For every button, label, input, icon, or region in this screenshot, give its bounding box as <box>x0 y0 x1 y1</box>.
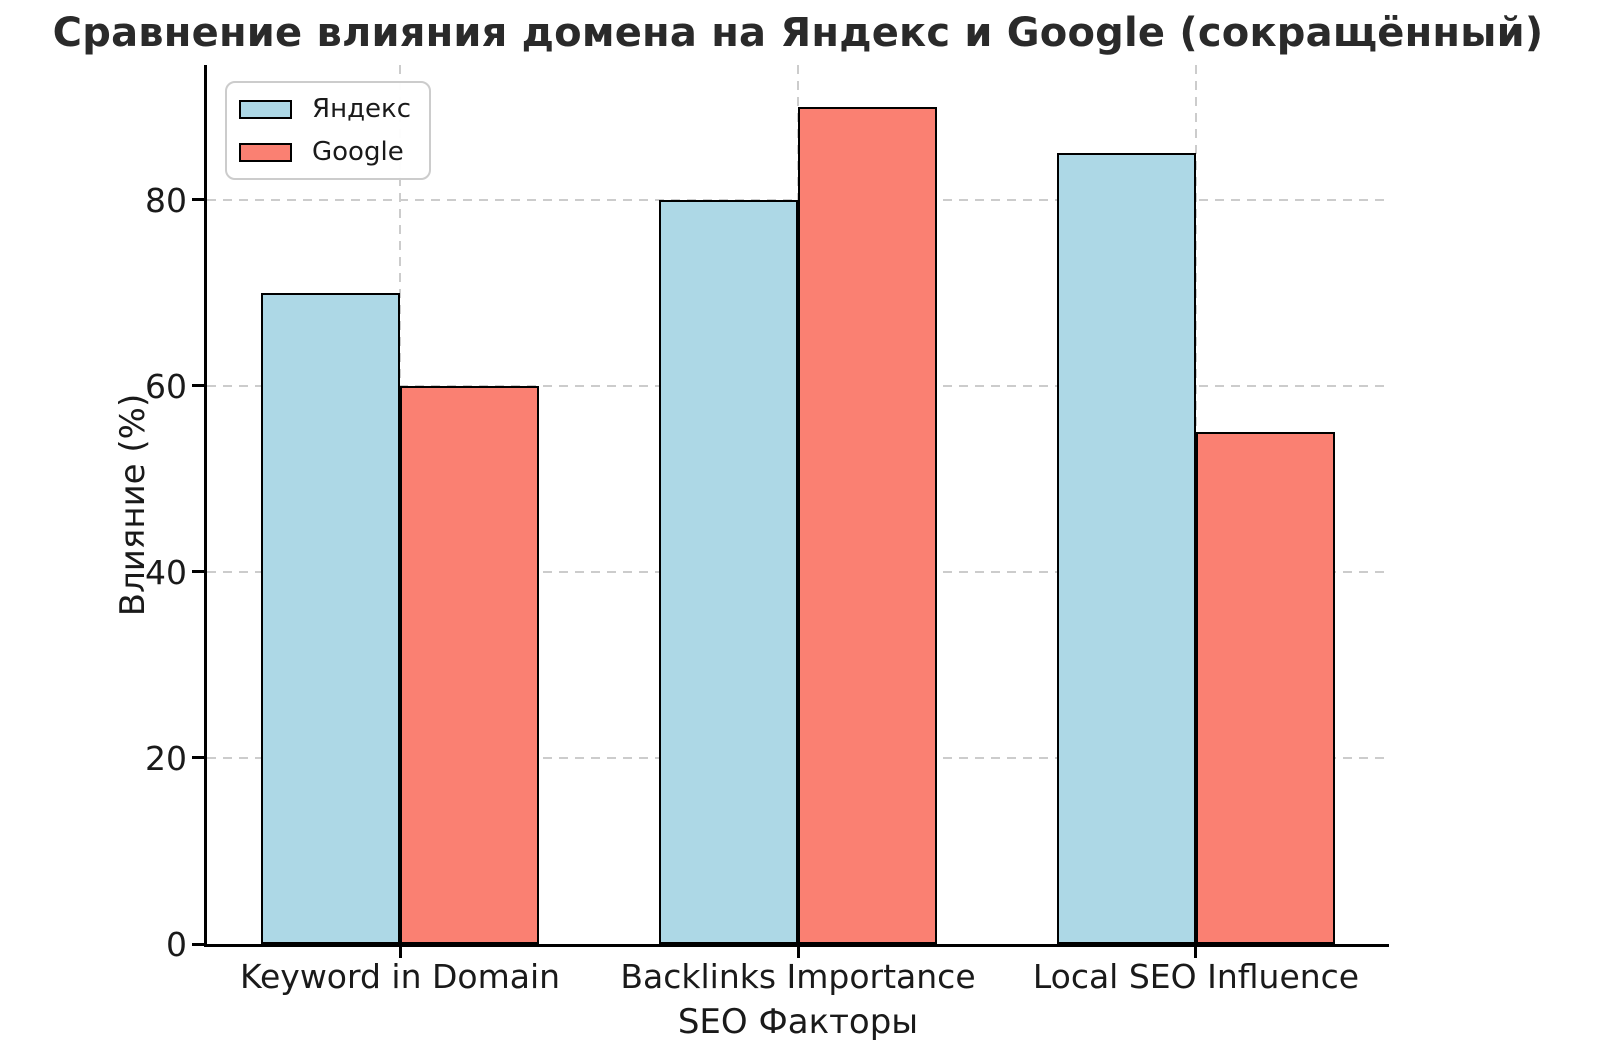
y-tick-label: 80 <box>145 180 187 220</box>
legend-swatch <box>239 142 292 162</box>
y-tick-label: 60 <box>145 366 187 406</box>
bar-Google-Backlinks Importance <box>798 106 938 944</box>
bar-Google-Keyword in Domain <box>400 385 540 944</box>
x-tick-mark <box>398 947 402 958</box>
y-axis-label: Влияние (%) <box>113 393 153 616</box>
y-axis-spine <box>204 65 207 947</box>
plot-area: 0 20 40 60 80 Keyword in Domain Backlinks Impo… <box>113 65 1389 1042</box>
y-tick-mark <box>192 942 204 946</box>
x-axis-label: SEO Факторы <box>677 1002 919 1042</box>
chart-title: Сравнение влияния домена на Яндекс и Goo… <box>52 10 1544 56</box>
legend-entry: Яндекс <box>239 96 411 122</box>
legend-label: Яндекс <box>312 94 412 124</box>
x-tick-mark <box>796 947 800 958</box>
legend-label: Google <box>312 137 404 167</box>
y-tick-label: 0 <box>166 925 187 964</box>
y-tick-mark <box>192 198 204 202</box>
bar-Google-Local SEO Influence <box>1195 432 1336 944</box>
bar-Яндекс-Local SEO Influence <box>1056 153 1196 944</box>
legend-swatch <box>239 99 292 119</box>
x-tick-label: Backlinks Importance <box>620 957 976 996</box>
legend-entry: Google <box>239 139 411 165</box>
x-tick-label: Keyword in Domain <box>239 957 561 996</box>
x-tick-mark <box>1194 947 1198 958</box>
y-tick-mark <box>192 570 204 574</box>
y-tick-label: 40 <box>145 552 187 592</box>
y-tick-label: 20 <box>145 738 187 778</box>
x-axis-spine <box>204 944 1389 947</box>
y-tick-mark <box>192 756 204 760</box>
bar-Яндекс-Backlinks Importance <box>658 199 798 944</box>
bar-Яндекс-Keyword in Domain <box>260 292 400 944</box>
legend: Яндекс Google <box>225 81 432 180</box>
x-tick-label: Local SEO Influence <box>1032 957 1360 996</box>
y-tick-mark <box>192 384 204 388</box>
